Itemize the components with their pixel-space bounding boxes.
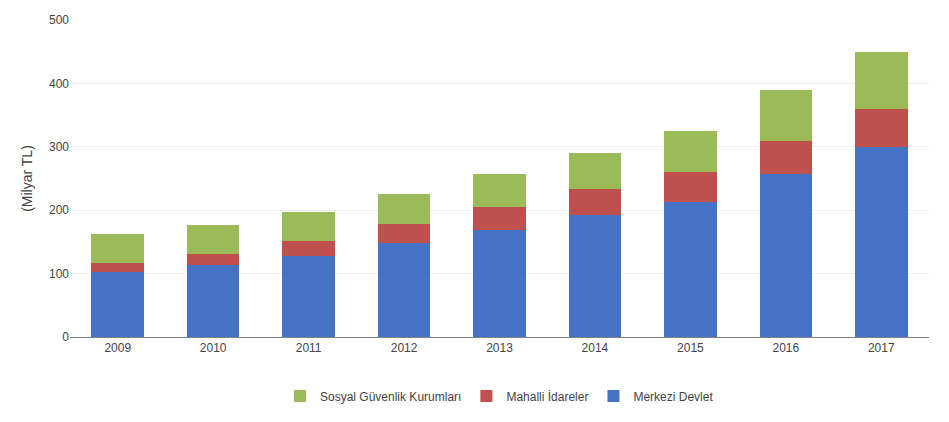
svg-text:Sosyal Güvenlik Kurumları: Sosyal Güvenlik Kurumları <box>320 390 461 404</box>
svg-text:2014: 2014 <box>582 341 609 355</box>
svg-text:2015: 2015 <box>677 341 704 355</box>
svg-text:2013: 2013 <box>486 341 513 355</box>
svg-text:200: 200 <box>49 203 69 217</box>
svg-text:2017: 2017 <box>868 341 895 355</box>
svg-text:Merkezi Devlet: Merkezi Devlet <box>633 390 713 404</box>
svg-text:(Milyar TL): (Milyar TL) <box>19 145 35 212</box>
svg-text:2009: 2009 <box>104 341 131 355</box>
svg-text:100: 100 <box>49 267 69 281</box>
svg-text:400: 400 <box>49 77 69 91</box>
svg-text:Mahalli İdareler: Mahalli İdareler <box>506 390 588 404</box>
svg-text:2012: 2012 <box>391 341 418 355</box>
svg-text:0: 0 <box>62 330 69 344</box>
svg-text:2011: 2011 <box>296 341 322 355</box>
svg-text:2010: 2010 <box>200 341 227 355</box>
svg-text:500: 500 <box>49 13 69 27</box>
svg-text:2016: 2016 <box>772 341 799 355</box>
svg-text:300: 300 <box>49 140 69 154</box>
